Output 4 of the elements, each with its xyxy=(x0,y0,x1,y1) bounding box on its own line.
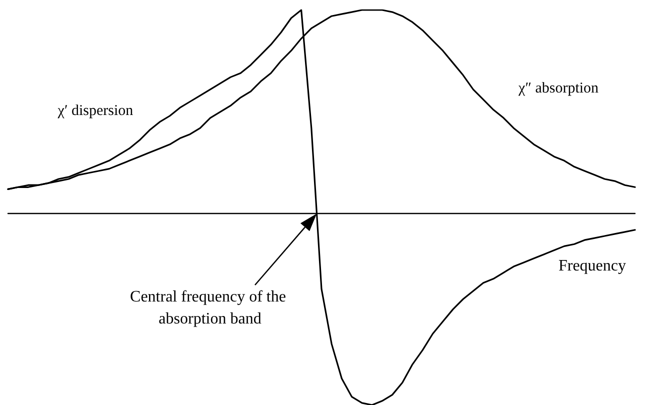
x-axis-title: Frequency xyxy=(558,258,626,274)
series-label: χ″ absorption xyxy=(518,80,600,96)
series-label: χ′ dispersion xyxy=(56,102,134,119)
annotation: Central frequency of the absorption band xyxy=(130,288,290,328)
